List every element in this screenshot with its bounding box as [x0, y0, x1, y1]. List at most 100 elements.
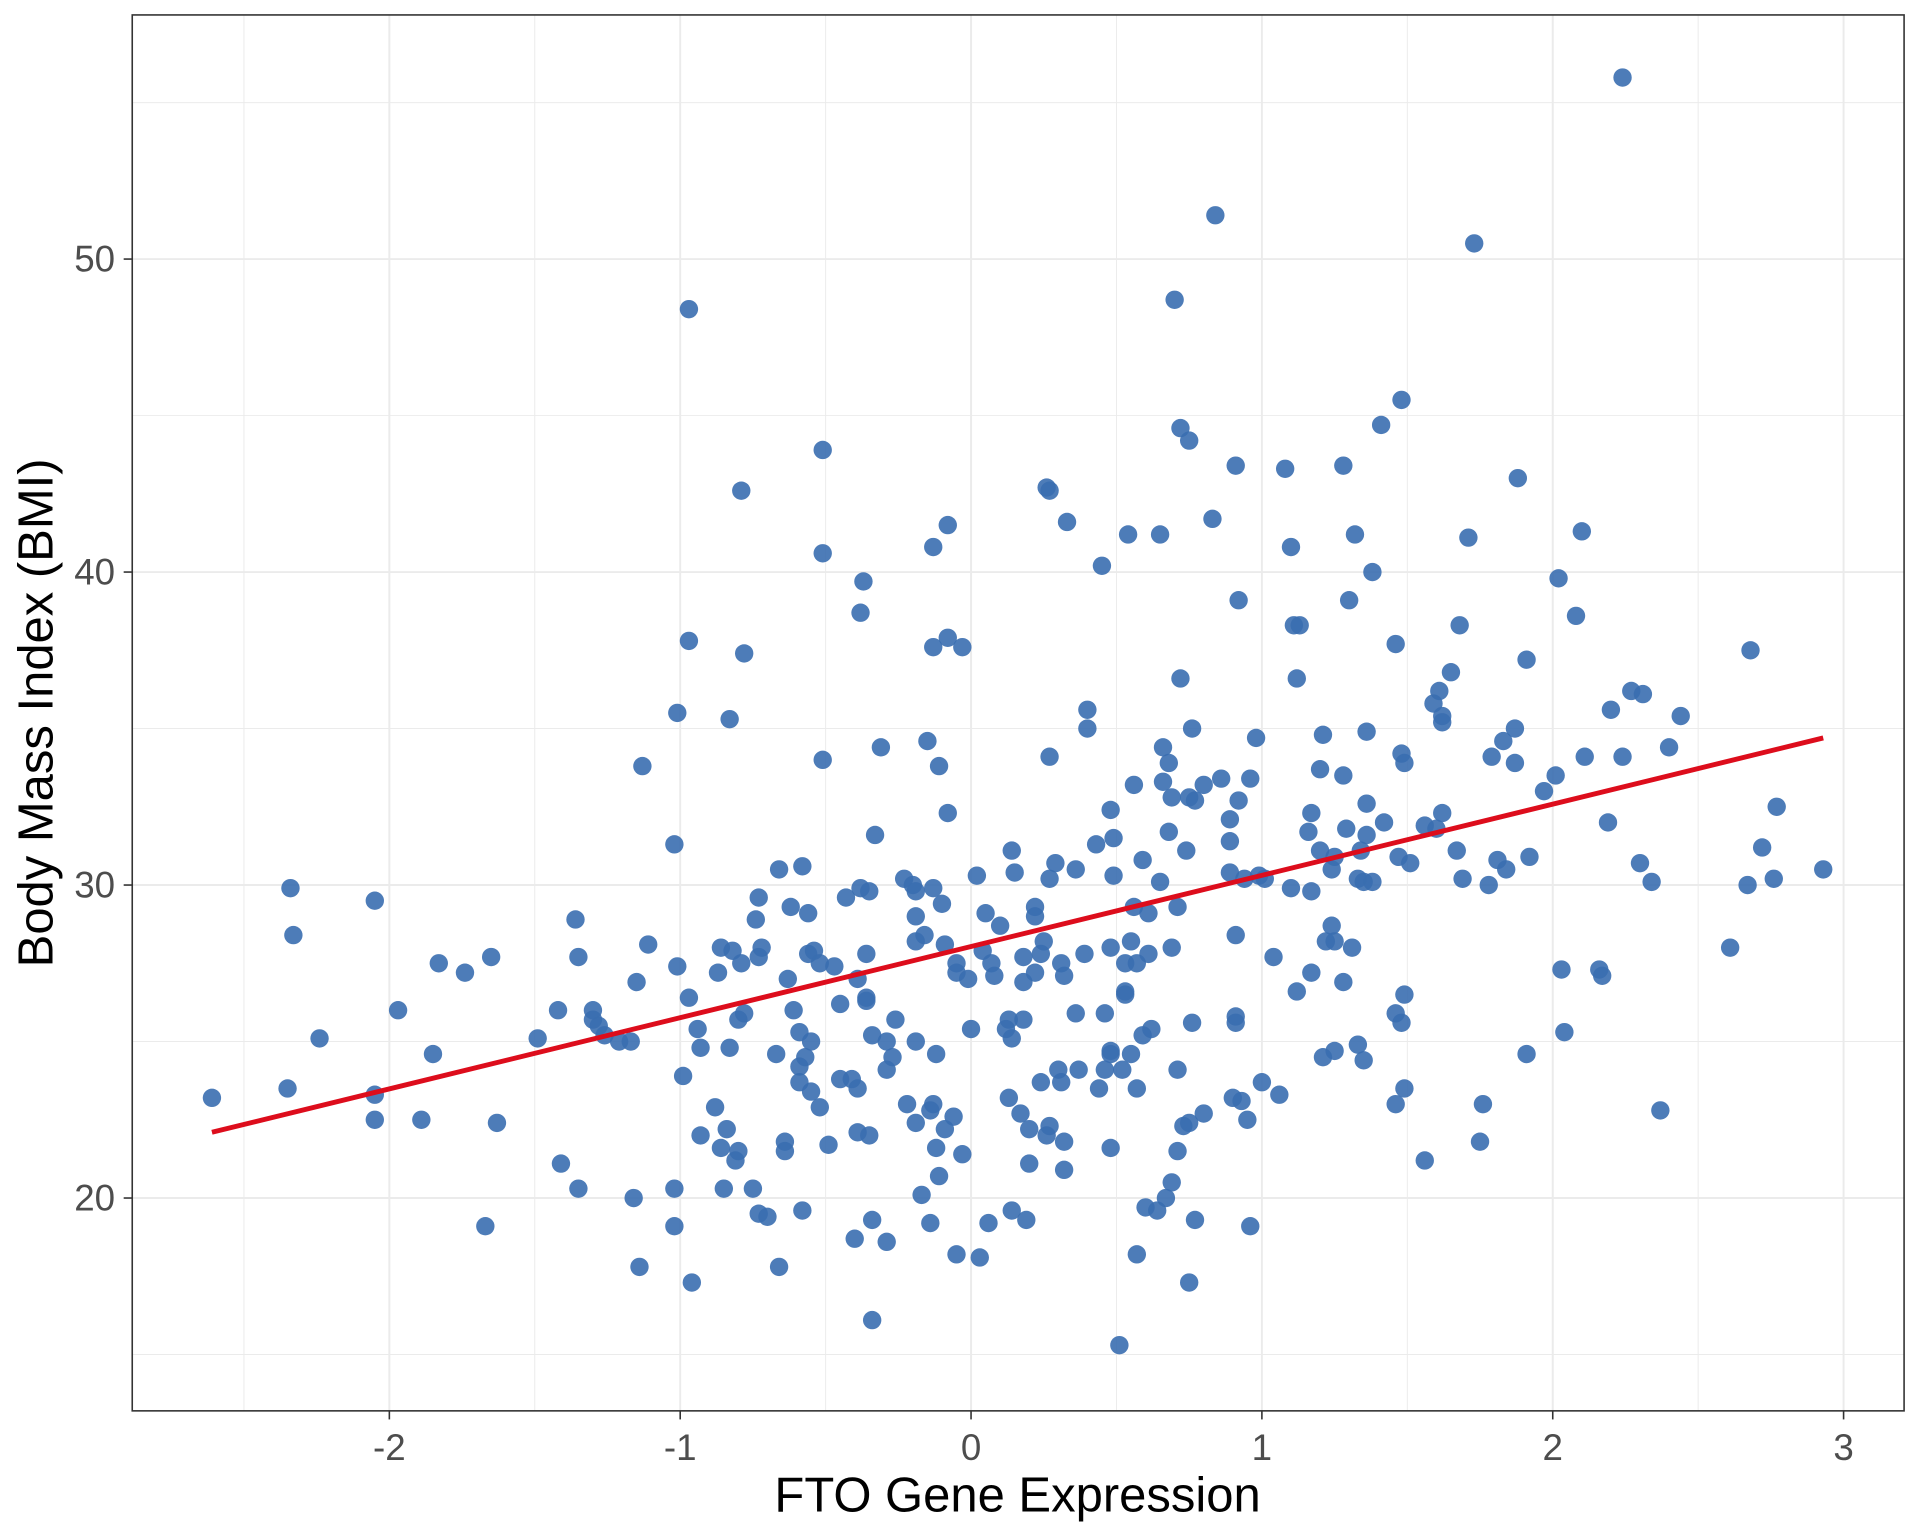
data-point [1357, 722, 1376, 741]
data-point [865, 825, 885, 845]
x-axis-ticks: -2 -1 0 1 2 3 [373, 1410, 1854, 1468]
data-point [1270, 1085, 1289, 1104]
data-point [1246, 728, 1266, 748]
data-point [1633, 684, 1653, 704]
data-point [1613, 68, 1632, 87]
data-point [775, 1141, 795, 1161]
data-point [929, 1166, 949, 1186]
regression-line [211, 735, 1824, 1135]
data-point [1575, 747, 1594, 766]
data-point [1302, 882, 1321, 901]
data-point [1040, 747, 1059, 766]
data-point [668, 957, 687, 976]
data-point [906, 882, 925, 901]
data-point [1034, 932, 1053, 951]
data-point [1159, 822, 1179, 842]
data-point [1226, 925, 1245, 945]
data-point [1392, 390, 1411, 410]
data-point [1133, 850, 1152, 870]
data-point [1179, 431, 1199, 450]
data-point [423, 1044, 443, 1064]
data-point [1764, 869, 1783, 888]
data-points [202, 68, 1833, 1355]
data-point [999, 1088, 1019, 1108]
data-point [569, 947, 588, 967]
data-point [743, 1179, 763, 1198]
data-point [665, 1179, 684, 1198]
data-point [953, 1145, 972, 1164]
data-point [766, 1044, 786, 1064]
data-point [1206, 206, 1225, 225]
data-point [906, 1113, 925, 1133]
data-point [1395, 1079, 1414, 1098]
data-point [1139, 904, 1158, 923]
data-point [1392, 1013, 1411, 1032]
data-point [1566, 606, 1586, 626]
data-point [528, 1029, 547, 1048]
y-axis-title: Body Mass Index (BMI) [10, 458, 64, 967]
data-point [1374, 813, 1394, 832]
data-point [1447, 841, 1466, 860]
data-point [1354, 1051, 1373, 1070]
data-point [1238, 1110, 1257, 1129]
data-point [918, 731, 937, 751]
data-point [1017, 1210, 1036, 1230]
data-point [845, 1229, 864, 1248]
data-point [1139, 944, 1158, 964]
data-point [1395, 985, 1414, 1004]
data-point [1150, 872, 1170, 892]
data-point [1177, 841, 1196, 860]
data-point [1002, 1201, 1021, 1220]
data-point [758, 1207, 777, 1226]
data-point [1505, 753, 1525, 773]
data-point [1185, 791, 1205, 810]
data-point [1171, 669, 1190, 688]
data-point [1630, 853, 1650, 873]
data-point [961, 1019, 981, 1039]
data-point [935, 935, 955, 954]
data-point [1546, 766, 1565, 785]
data-point [1334, 456, 1353, 475]
data-point [1229, 591, 1248, 610]
data-point [1025, 963, 1045, 982]
data-point [1363, 872, 1382, 892]
data-point [1337, 819, 1356, 838]
data-point [621, 1032, 640, 1051]
data-point [985, 966, 1004, 985]
data-point [1281, 537, 1301, 557]
data-point [1118, 525, 1138, 544]
data-point [1450, 616, 1469, 635]
data-point [1738, 875, 1757, 895]
data-point [1121, 1044, 1141, 1064]
data-point [1168, 1060, 1187, 1079]
data-point [1226, 456, 1245, 475]
data-point [476, 1217, 495, 1236]
data-point [1194, 775, 1213, 795]
data-point [1334, 766, 1353, 785]
data-point [798, 904, 818, 923]
data-point [886, 1010, 905, 1029]
data-point [749, 888, 768, 907]
data-point [778, 969, 797, 989]
data-point [1433, 713, 1452, 732]
data-point [1465, 234, 1484, 253]
data-point [793, 857, 812, 876]
data-point [1031, 1073, 1051, 1092]
data-point [1075, 944, 1094, 964]
data-point [1040, 481, 1059, 500]
data-point [1252, 1073, 1272, 1092]
data-point [1179, 1273, 1199, 1292]
data-point [836, 888, 856, 907]
data-point [1182, 719, 1202, 738]
data-point [924, 1094, 943, 1114]
data-point [679, 988, 699, 1007]
data-point [633, 756, 652, 776]
data-point [813, 750, 832, 770]
data-point [668, 703, 687, 723]
data-point [924, 537, 943, 557]
data-point [860, 882, 879, 901]
data-point [1121, 932, 1141, 951]
data-point [1459, 528, 1478, 547]
data-point [551, 1154, 571, 1173]
